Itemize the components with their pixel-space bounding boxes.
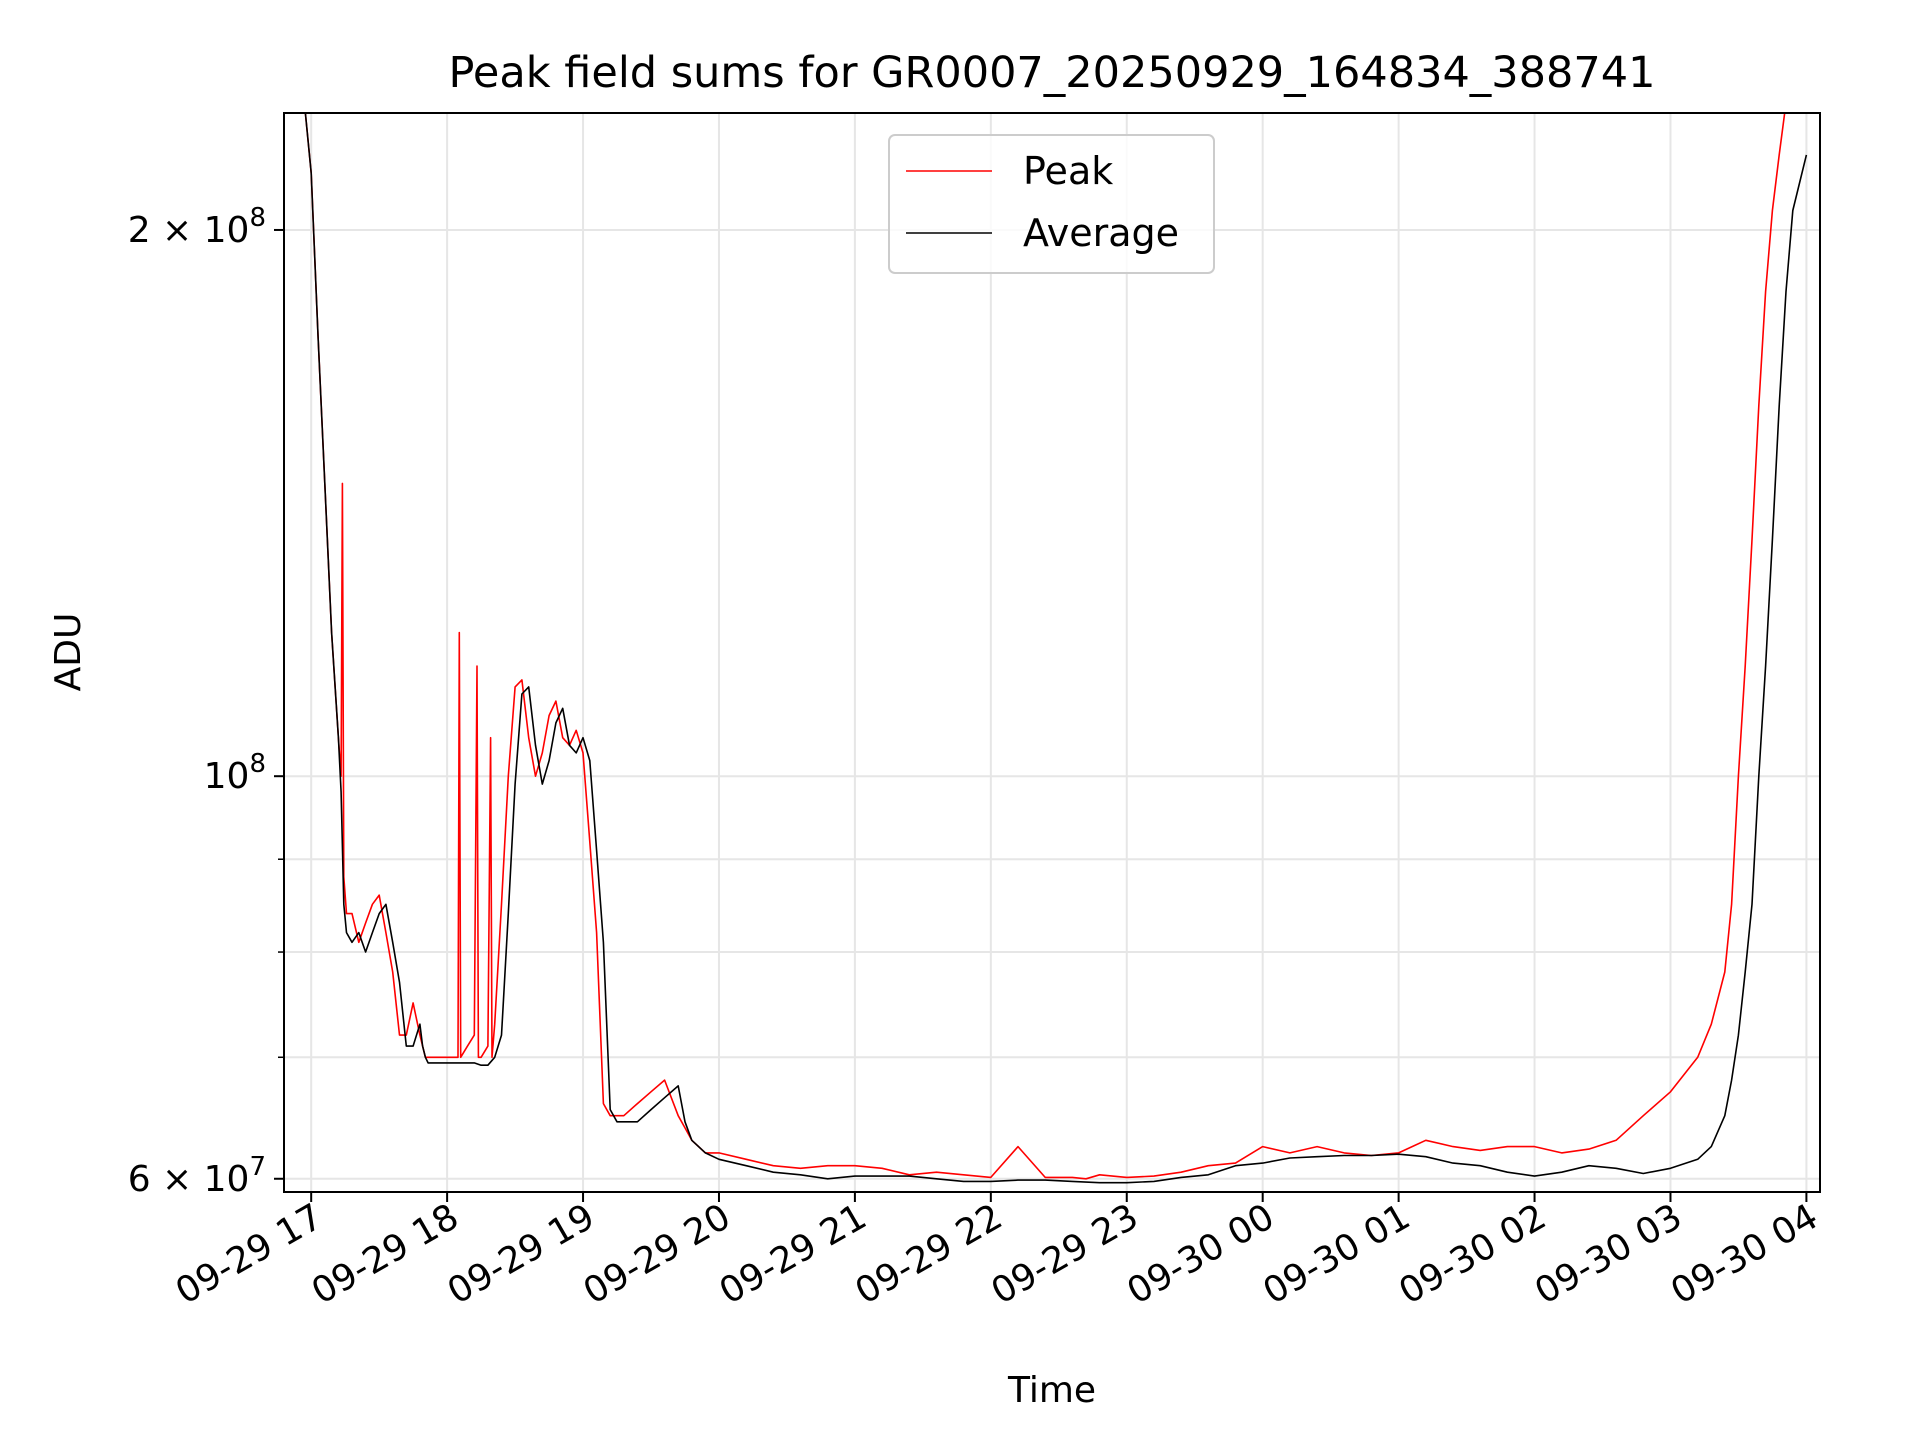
chart-title: Peak field sums for GR0007_20250929_1648… xyxy=(449,48,1656,98)
y-tick-label: 2 × 108 xyxy=(128,203,266,251)
y-axis-title: ADU xyxy=(48,613,89,692)
series-layer xyxy=(304,113,1808,1184)
legend: Peak Average xyxy=(888,134,1215,274)
y-tick-label-base: 10 xyxy=(204,756,250,797)
legend-average-label: Average xyxy=(1023,211,1179,255)
plot-frame xyxy=(283,112,1821,1193)
y-tick-label: 108 xyxy=(204,749,266,797)
x-axis-title: Time xyxy=(1007,1370,1096,1411)
series-line-average xyxy=(304,113,1808,1184)
y-tick-label-exponent: 7 xyxy=(249,1152,266,1182)
y-tick-label: 6 × 107 xyxy=(128,1152,266,1200)
y-tick-label-exponent: 8 xyxy=(249,749,266,779)
y-tick-label-exponent: 8 xyxy=(249,203,266,233)
legend-box xyxy=(888,134,1215,274)
legend-peak-label: Peak xyxy=(1023,149,1113,193)
y-tick-label-base: 6 × 10 xyxy=(128,1159,250,1200)
y-tick-label-base: 2 × 10 xyxy=(128,210,250,251)
